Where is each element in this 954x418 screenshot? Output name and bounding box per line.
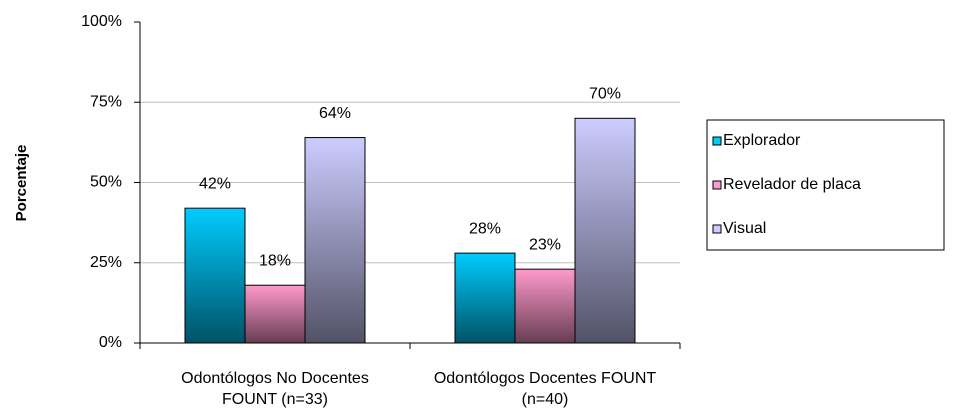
y-tick-label: 50% <box>90 174 122 191</box>
y-tick-label: 75% <box>90 93 122 110</box>
bar <box>514 268 576 344</box>
y-tick-label: 25% <box>90 254 122 271</box>
legend-label: Explorador <box>723 132 801 149</box>
y-tick-label: 0% <box>99 334 122 351</box>
x-tick-label: Odontólogos No Docentes FOUNT (n=33) <box>181 370 369 408</box>
x-tick-label: Odontólogos Docentes FOUNT (n=40) <box>433 370 657 408</box>
value-label: 70% <box>589 86 621 103</box>
bar <box>454 252 516 344</box>
value-label: 23% <box>529 236 561 253</box>
y-tick-label: 100% <box>81 13 122 30</box>
legend-swatch <box>712 180 722 190</box>
legend-label: Revelador de placa <box>723 176 861 193</box>
bar <box>304 137 366 344</box>
bar <box>184 207 246 344</box>
y-axis-label: Porcentaje <box>13 145 30 222</box>
legend-swatch <box>712 136 722 146</box>
bar <box>574 117 636 344</box>
value-label: 64% <box>319 105 351 122</box>
value-label: 18% <box>259 252 291 269</box>
value-label: 42% <box>199 175 231 192</box>
legend-swatch <box>712 224 722 234</box>
legend-box <box>706 119 945 251</box>
bar <box>244 284 306 344</box>
value-label: 28% <box>469 220 501 237</box>
legend-label: Visual <box>723 220 766 237</box>
